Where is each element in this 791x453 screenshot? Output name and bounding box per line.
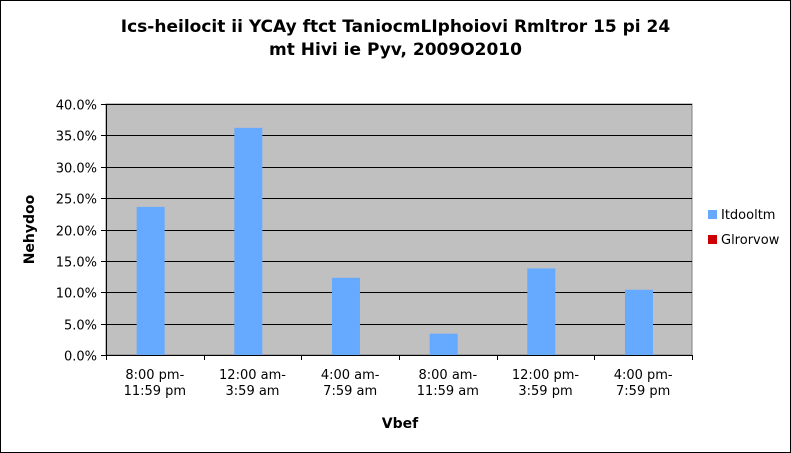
y-axis-title: Nehydoo: [22, 194, 38, 264]
legend: Itdooltm Glrorvow: [708, 208, 780, 248]
x-tick-label: 8:00 pm-: [125, 368, 184, 383]
plot-area: [105, 103, 693, 356]
x-tick-label: 3:59 am: [226, 384, 280, 399]
x-tick-label: 7:59 pm: [616, 384, 670, 399]
legend-label: Itdooltm: [721, 208, 775, 223]
bar: [331, 277, 360, 355]
legend-swatch: [708, 210, 717, 219]
x-axis: 8:00 pm-11:59 pm 12:00 am-3:59 am 4:00 am-…: [106, 355, 693, 399]
bar: [429, 333, 458, 355]
legend-item: Glrorvow: [708, 233, 780, 248]
chart-title-line-2: mt Hivi ie Pyv, 2009O2010: [269, 40, 522, 60]
bar: [624, 289, 653, 355]
y-tick-label: 20.0%: [56, 225, 97, 240]
chart-title-line-1: Ics-heilocit ii YCAy ftct TaniocmLIphoio…: [120, 17, 671, 37]
legend-item: Itdooltm: [708, 208, 775, 223]
x-tick-label: 8:00 am-: [419, 368, 478, 383]
bar: [527, 268, 556, 355]
bars: [136, 127, 653, 355]
y-axis: 0.0% 5.0% 10.0% 15.0% 20.0% 25.0% 30.0% 35.0% 40…: [56, 99, 107, 365]
y-tick-label: 30.0%: [56, 162, 97, 177]
x-tick-label: 11:59 pm: [124, 384, 187, 399]
x-axis-title: Vbef: [382, 416, 419, 432]
y-tick-label: 25.0%: [56, 193, 97, 208]
bar: [136, 206, 165, 355]
legend-swatch: [708, 235, 717, 244]
chart-title: Ics-heilocit ii YCAy ftct TaniocmLIphoio…: [0, 16, 791, 62]
y-tick-label: 35.0%: [56, 130, 97, 145]
x-tick-label: 12:00 pm-: [512, 368, 580, 383]
bar: [234, 127, 263, 355]
y-tick-label: 10.0%: [56, 287, 97, 302]
y-tick-label: 40.0%: [56, 99, 97, 114]
gridlines: [106, 104, 692, 325]
x-tick-label: 7:59 am: [323, 384, 377, 399]
y-tick-label: 15.0%: [56, 256, 97, 271]
y-tick-label: 0.0%: [64, 350, 97, 365]
x-tick-label: 4:00 pm-: [614, 368, 673, 383]
y-tick-label: 5.0%: [64, 319, 97, 334]
x-tick-label: 11:59 am: [417, 384, 479, 399]
x-tick-label: 4:00 am-: [321, 368, 380, 383]
x-tick-label: 3:59 pm: [518, 384, 572, 399]
legend-label: Glrorvow: [721, 233, 780, 248]
x-tick-label: 12:00 am-: [219, 368, 286, 383]
